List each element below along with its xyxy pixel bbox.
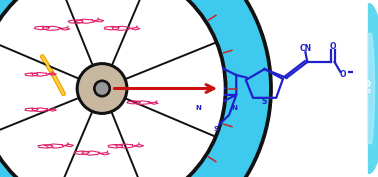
Text: N: N [231, 105, 237, 111]
Ellipse shape [0, 21, 43, 64]
Ellipse shape [0, 0, 227, 177]
Text: S: S [214, 127, 219, 133]
Text: 2: 2 [367, 89, 371, 94]
Ellipse shape [96, 83, 108, 94]
Text: TiO: TiO [355, 81, 372, 89]
Ellipse shape [0, 0, 223, 177]
Text: O: O [339, 70, 346, 79]
Text: CN: CN [299, 44, 311, 53]
Polygon shape [368, 33, 375, 144]
Polygon shape [369, 4, 378, 173]
Ellipse shape [4, 25, 38, 59]
Ellipse shape [0, 0, 272, 177]
Ellipse shape [8, 30, 33, 55]
Text: O: O [329, 42, 336, 51]
Ellipse shape [0, 0, 268, 177]
Ellipse shape [79, 66, 125, 111]
Ellipse shape [94, 80, 110, 97]
Text: N: N [195, 105, 201, 111]
Ellipse shape [76, 63, 128, 114]
Text: S: S [262, 97, 267, 106]
